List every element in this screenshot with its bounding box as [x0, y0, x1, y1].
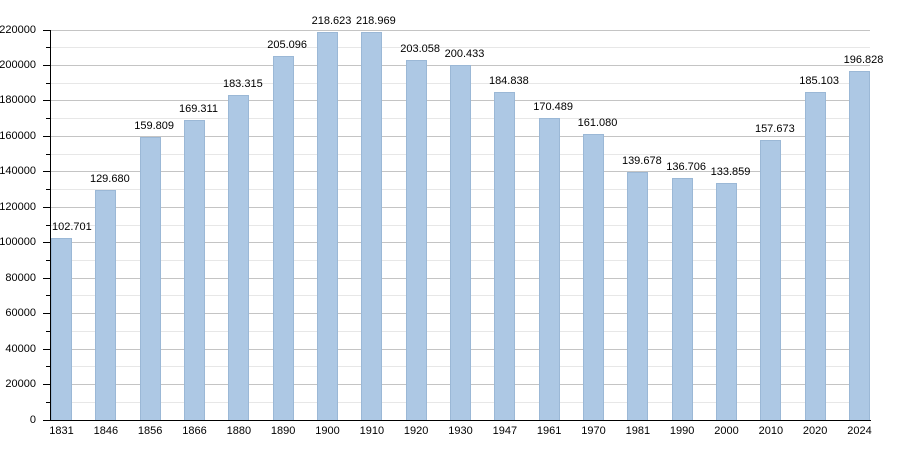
bar-value-label: 184.838	[488, 75, 529, 88]
bar	[272, 56, 294, 420]
y-axis-minor-tick	[46, 118, 50, 120]
y-axis-major-tick	[43, 100, 50, 102]
y-axis-minor-tick	[46, 153, 50, 155]
bar	[51, 237, 72, 420]
y-axis-tick-label: 60000	[5, 307, 36, 320]
y-axis-tick-label: 160000	[0, 129, 36, 142]
bar-value-label: 200.433	[444, 47, 485, 60]
bar	[849, 71, 870, 420]
x-axis-tick-label: 1890	[270, 425, 296, 437]
y-axis-major-tick	[43, 64, 50, 66]
y-axis-tick-label: 140000	[0, 165, 36, 178]
y-axis-minor-tick	[46, 259, 50, 261]
x-axis-tick-label: 1846	[93, 425, 119, 437]
bar	[760, 140, 782, 420]
bar	[716, 182, 737, 420]
bar	[583, 134, 604, 420]
x-axis-tick-label: 1990	[669, 425, 695, 437]
x-axis-tick-label: 1930	[448, 425, 473, 437]
y-axis-line	[50, 30, 51, 420]
y-axis-major-tick	[43, 171, 50, 173]
x-axis-tick-label: 2010	[758, 425, 784, 437]
y-axis-major-tick	[43, 206, 50, 208]
bar-value-label: 161.080	[577, 117, 618, 130]
y-axis-major-tick	[43, 29, 50, 31]
bar-value-label: 183.315	[222, 78, 263, 91]
y-axis-minor-tick	[46, 47, 50, 49]
x-axis-line	[50, 420, 871, 421]
y-axis-tick-label: 100000	[0, 236, 36, 249]
y-axis-tick-label: 80000	[5, 271, 36, 284]
y-axis-tick-label: 200000	[0, 58, 36, 71]
bar-value-label: 129.680	[89, 173, 130, 186]
y-axis-minor-tick	[46, 366, 50, 368]
y-axis-major-tick	[43, 384, 50, 386]
bar-value-label: 185.103	[799, 74, 840, 87]
y-axis-major-tick	[43, 242, 50, 244]
bar-value-label: 170.489	[533, 100, 574, 113]
x-axis-tick-label: 1910	[359, 425, 385, 437]
bar-value-label: 136.706	[666, 160, 707, 173]
bar	[139, 136, 161, 420]
bar-value-label: 133.859	[710, 165, 751, 178]
bar	[627, 172, 649, 420]
bar	[804, 91, 826, 420]
bar	[228, 95, 250, 420]
y-axis-major-tick	[43, 277, 50, 279]
bar	[494, 92, 516, 420]
bar	[450, 64, 471, 420]
bar-value-label: 139.678	[621, 155, 662, 168]
bar	[671, 177, 693, 420]
bar	[184, 119, 205, 420]
y-axis-minor-tick	[46, 295, 50, 297]
x-axis-tick-label: 1831	[49, 425, 74, 437]
bar-value-label: 157.673	[754, 123, 795, 136]
x-axis-tick-label: 2000	[714, 425, 739, 437]
bar	[317, 32, 338, 420]
bar-value-label: 205.096	[267, 39, 308, 52]
x-axis-tick-label: 1856	[137, 425, 163, 437]
x-axis-tick-label: 2020	[802, 425, 828, 437]
y-axis-tick-label: 40000	[5, 342, 36, 355]
x-axis-tick-label: 1900	[315, 425, 340, 437]
bar-value-label: 196.828	[843, 54, 884, 67]
x-axis-tick-label: 1920	[403, 425, 429, 437]
y-axis-tick-label: 220000	[0, 23, 36, 36]
x-axis-tick-label: 1961	[536, 425, 562, 437]
bar-value-label: 218.623	[311, 15, 352, 28]
bar-value-label: 102.701	[52, 220, 92, 233]
x-axis-tick-label: 1970	[581, 425, 606, 437]
y-axis-major-tick	[43, 419, 50, 421]
y-axis-minor-tick	[46, 401, 50, 403]
bar	[95, 190, 117, 420]
bar-value-label: 159.809	[134, 119, 175, 132]
gridline-major	[50, 29, 870, 31]
y-axis-tick-label: 120000	[0, 200, 36, 213]
x-axis-tick-label: 1866	[182, 425, 207, 437]
x-axis-tick-label: 2024	[847, 425, 872, 437]
y-axis-major-tick	[43, 313, 50, 315]
y-axis-minor-tick	[46, 82, 50, 84]
bar-value-label: 218.969	[355, 14, 396, 27]
y-axis-tick-label: 180000	[0, 94, 36, 107]
y-axis-major-tick	[43, 348, 50, 350]
x-axis-tick-label: 1981	[625, 425, 651, 437]
y-axis-minor-tick	[46, 224, 50, 226]
bar-value-label: 203.058	[400, 43, 441, 56]
y-axis-tick-label: 0	[29, 413, 36, 426]
bar-value-label: 169.311	[179, 102, 218, 115]
y-axis-minor-tick	[46, 330, 50, 332]
y-axis-minor-tick	[46, 189, 50, 191]
y-axis-major-tick	[43, 135, 50, 137]
x-axis-tick-label: 1947	[492, 425, 518, 437]
x-axis-tick-label: 1880	[226, 425, 252, 437]
bar	[405, 60, 427, 420]
bar	[538, 117, 560, 420]
bar	[361, 31, 383, 420]
y-axis-tick-label: 20000	[5, 378, 36, 391]
